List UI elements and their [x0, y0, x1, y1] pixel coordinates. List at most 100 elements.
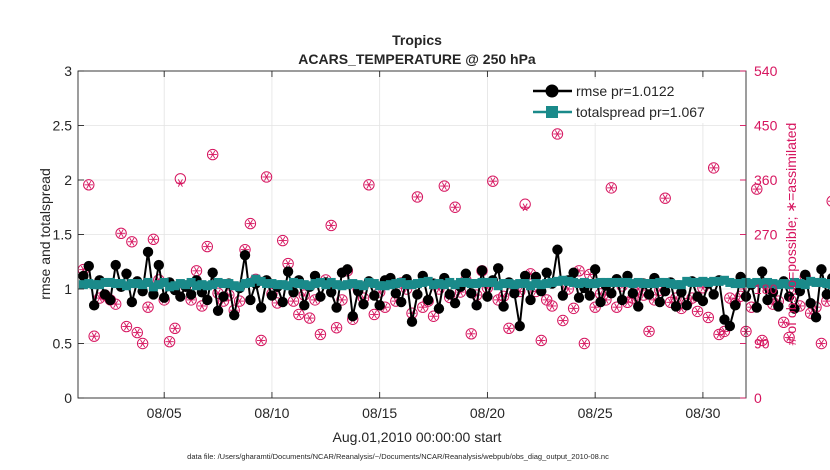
- asterisk-stroke: [204, 242, 210, 251]
- totalspread-point: [736, 279, 746, 289]
- obs-assimilated-marker: [504, 324, 514, 333]
- obs-assimilated-marker: [208, 150, 217, 159]
- obs-possible-marker: [605, 182, 618, 194]
- asterisk-stroke: [118, 229, 124, 238]
- totalspread-point: [569, 277, 579, 287]
- totalspread-point: [267, 279, 277, 289]
- rmse-point: [406, 316, 418, 327]
- rmse-point: [805, 297, 816, 309]
- asterisk-stroke: [264, 173, 270, 181]
- asterisk-stroke: [339, 296, 345, 304]
- totalspread-point: [412, 279, 422, 289]
- y-tick-label: 0: [64, 390, 72, 406]
- asterisk-stroke: [150, 235, 156, 244]
- obs-assimilated-marker: [133, 328, 142, 337]
- totalspread-point: [579, 277, 589, 287]
- x-tick-label: 08/05: [147, 405, 182, 421]
- rmse-point: [783, 291, 795, 302]
- totalspread-point: [240, 279, 250, 289]
- totalspread-point: [332, 280, 342, 290]
- obs-possible-marker: [83, 179, 95, 191]
- asterisk-stroke: [177, 179, 183, 187]
- totalspread-point: [154, 280, 164, 290]
- rmse-point: [212, 305, 224, 316]
- y-right-tick-label: 90: [754, 336, 770, 352]
- asterisk-stroke: [366, 180, 372, 189]
- asterisk-stroke: [560, 316, 566, 325]
- obs-assimilated-marker: [418, 303, 427, 312]
- obs-possible-marker: [449, 201, 461, 213]
- obs-assimilated-marker: [547, 302, 557, 310]
- totalspread-point: [127, 279, 137, 289]
- totalspread-point: [531, 279, 541, 289]
- obs-assimilated-marker: [537, 336, 546, 345]
- totalspread-point: [445, 277, 455, 287]
- asterisk-stroke: [495, 296, 501, 304]
- obs-possible-marker: [169, 322, 181, 335]
- totalspread-point: [439, 280, 449, 290]
- asterisk-stroke: [247, 219, 253, 228]
- totalspread-point: [660, 277, 670, 287]
- rmse-point: [255, 302, 267, 313]
- x-axis-label: Aug.01,2010 00:00:00 start: [333, 429, 502, 445]
- rmse-point: [153, 259, 165, 271]
- rmse-point: [589, 264, 601, 275]
- totalspread-point: [779, 279, 789, 289]
- obs-possible-marker: [778, 316, 790, 329]
- obs-assimilated-marker: [450, 203, 460, 212]
- asterisk-stroke: [608, 184, 614, 192]
- legend-box: [527, 79, 737, 123]
- totalspread-point: [159, 277, 169, 287]
- asterisk-stroke: [538, 336, 544, 345]
- obs-assimilated-marker: [827, 197, 830, 205]
- obs-assimilated-marker: [197, 302, 207, 310]
- obs-possible-marker: [147, 233, 160, 246]
- totalspread-point: [493, 281, 503, 291]
- totalspread-point: [682, 276, 692, 286]
- rmse-point: [730, 300, 741, 311]
- asterisk-stroke: [258, 336, 264, 345]
- asterisk-stroke: [237, 297, 243, 305]
- rmse-point: [616, 294, 628, 306]
- totalspread-point: [520, 279, 530, 289]
- totalspread-point: [628, 279, 638, 289]
- obs-possible-marker: [363, 179, 375, 191]
- totalspread-point: [181, 280, 191, 290]
- totalspread-point: [84, 279, 94, 289]
- totalspread-point: [218, 279, 228, 289]
- asterisk-stroke: [441, 182, 447, 190]
- rmse-point: [756, 266, 768, 277]
- totalspread-point: [752, 277, 762, 287]
- totalspread-point: [175, 279, 185, 289]
- totalspread-point: [687, 277, 697, 287]
- y-tick-label: 1.5: [53, 227, 73, 243]
- totalspread-point: [385, 280, 395, 290]
- totalspread-point: [477, 277, 487, 287]
- obs-assimilated-marker: [542, 296, 551, 304]
- totalspread-point: [676, 280, 686, 290]
- rmse-point: [142, 246, 154, 258]
- obs-assimilated-marker: [122, 322, 131, 331]
- obs-possible-marker: [702, 311, 714, 324]
- asterisk-stroke: [194, 266, 200, 275]
- obs-assimilated-marker: [520, 203, 530, 212]
- obs-assimilated-marker: [326, 221, 336, 230]
- totalspread-point: [121, 281, 131, 291]
- rmse-point: [331, 302, 342, 313]
- obs-possible-marker: [643, 325, 655, 338]
- totalspread-point: [272, 280, 282, 290]
- totalspread-point: [95, 280, 105, 290]
- obs-possible-marker: [815, 337, 828, 350]
- chart-title: Tropics: [392, 32, 442, 48]
- asterisk-stroke: [414, 193, 420, 201]
- totalspread-point: [666, 279, 676, 289]
- obs-assimilated-marker: [203, 242, 212, 251]
- totalspread-point: [800, 280, 810, 290]
- obs-assimilated-marker: [752, 185, 761, 193]
- obs-possible-marker: [567, 302, 580, 315]
- asterisk-stroke: [716, 330, 722, 339]
- totalspread-point: [245, 277, 255, 287]
- rmse-point: [633, 301, 644, 312]
- obs-possible-marker: [546, 300, 558, 312]
- rmse-point: [148, 289, 159, 300]
